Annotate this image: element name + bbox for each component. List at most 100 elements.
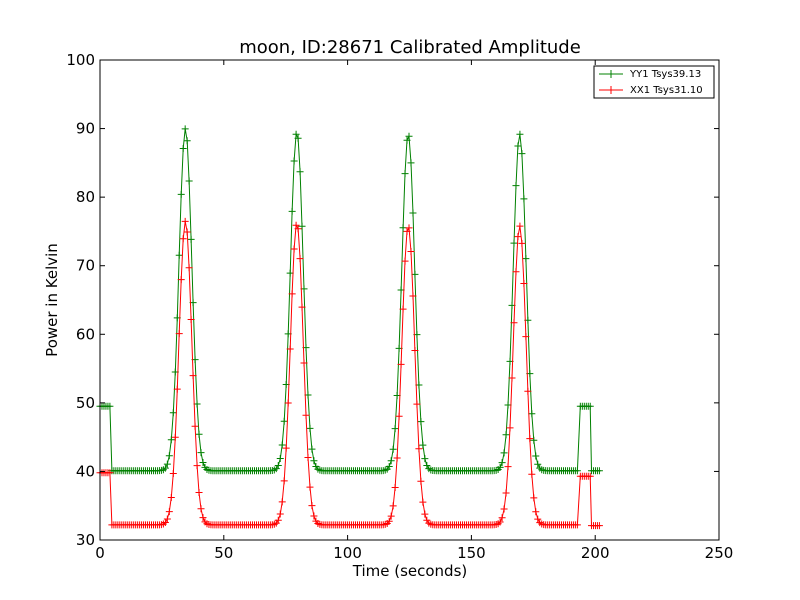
data-point — [411, 270, 419, 278]
data-point — [417, 477, 425, 485]
data-point — [401, 257, 409, 265]
data-point — [528, 410, 536, 418]
data-point — [508, 374, 516, 382]
legend-marker-yy1 — [607, 70, 615, 78]
data-point — [391, 425, 399, 433]
data-point — [173, 385, 181, 393]
data-point — [500, 505, 508, 513]
y-tick-label: 70 — [76, 257, 95, 275]
data-point — [169, 409, 177, 417]
data-point — [498, 459, 506, 467]
x-tick-label: 50 — [214, 544, 233, 562]
x-tick-label: 150 — [457, 544, 486, 562]
data-point — [586, 402, 594, 410]
data-point — [595, 522, 603, 530]
data-point — [199, 514, 207, 522]
data-point — [193, 462, 201, 470]
data-point — [179, 144, 187, 152]
data-point — [526, 435, 534, 443]
data-point — [185, 264, 193, 272]
x-axis-label: Time (seconds) — [352, 562, 468, 580]
data-point — [385, 517, 393, 525]
data-point — [195, 488, 203, 496]
data-point — [520, 279, 528, 287]
data-point — [306, 424, 314, 432]
data-point — [304, 453, 312, 461]
data-point — [496, 463, 504, 471]
data-point — [284, 399, 292, 407]
y-tick-label: 100 — [66, 51, 95, 69]
data-point — [399, 305, 407, 313]
data-point — [298, 222, 306, 230]
series-1 — [96, 217, 603, 530]
data-point — [280, 417, 288, 425]
legend-marker-xx1 — [607, 86, 615, 94]
data-point — [161, 519, 169, 527]
data-point — [389, 445, 397, 453]
data-point — [274, 516, 282, 524]
data-point — [573, 467, 581, 475]
data-point — [177, 276, 185, 284]
data-point — [179, 235, 187, 243]
data-point — [518, 150, 526, 158]
data-point — [500, 449, 508, 457]
data-point — [413, 400, 421, 408]
data-point — [522, 333, 530, 341]
data-point — [504, 401, 512, 409]
data-point — [282, 444, 290, 452]
data-point — [520, 195, 528, 203]
data-point — [274, 461, 282, 469]
data-point — [302, 411, 310, 419]
data-point — [512, 182, 520, 190]
data-point — [528, 470, 536, 478]
y-tick-label: 30 — [76, 531, 95, 549]
data-point — [510, 239, 518, 247]
data-point — [399, 224, 407, 232]
data-point — [191, 422, 199, 430]
data-point — [298, 303, 306, 311]
data-point — [163, 515, 171, 523]
data-point — [296, 168, 304, 176]
data-point — [530, 494, 538, 502]
ticks-layer: 0 50 100 150 200 250 30 40 50 60 70 80 90 100 — [66, 51, 733, 562]
y-tick-label: 80 — [76, 188, 95, 206]
legend-label-yy1: YY1 Tsys39.13 — [629, 69, 701, 80]
data-point — [195, 430, 203, 438]
data-point — [163, 460, 171, 468]
data-point — [512, 268, 520, 276]
legend-label-xx1: XX1 Tsys31.10 — [630, 85, 703, 96]
data-point — [389, 502, 397, 510]
data-point — [401, 170, 409, 178]
data-point — [165, 452, 173, 460]
data-point — [177, 190, 185, 198]
data-point — [395, 412, 403, 420]
x-tick-label: 100 — [333, 544, 362, 562]
data-point — [161, 464, 169, 472]
data-point — [518, 239, 526, 247]
data-point — [415, 445, 423, 453]
data-point — [292, 130, 300, 138]
data-point — [502, 489, 510, 497]
data-point — [595, 467, 603, 475]
data-point — [288, 207, 296, 215]
data-point — [405, 224, 413, 232]
data-point — [516, 222, 524, 230]
data-point — [310, 512, 318, 520]
data-point — [532, 508, 540, 516]
data-point — [419, 441, 427, 449]
data-point — [175, 330, 183, 338]
legend: YY1 Tsys39.13 XX1 Tsys31.10 — [593, 65, 715, 99]
data-point — [530, 436, 538, 444]
data-point — [393, 454, 401, 462]
data-point — [504, 463, 512, 471]
series-0 — [96, 125, 603, 475]
data-point — [407, 159, 415, 167]
data-point — [417, 418, 425, 426]
data-point — [167, 493, 175, 501]
data-point — [189, 372, 197, 380]
data-point — [286, 269, 294, 277]
data-point — [387, 512, 395, 520]
data-point — [310, 457, 318, 465]
data-point — [185, 177, 193, 185]
